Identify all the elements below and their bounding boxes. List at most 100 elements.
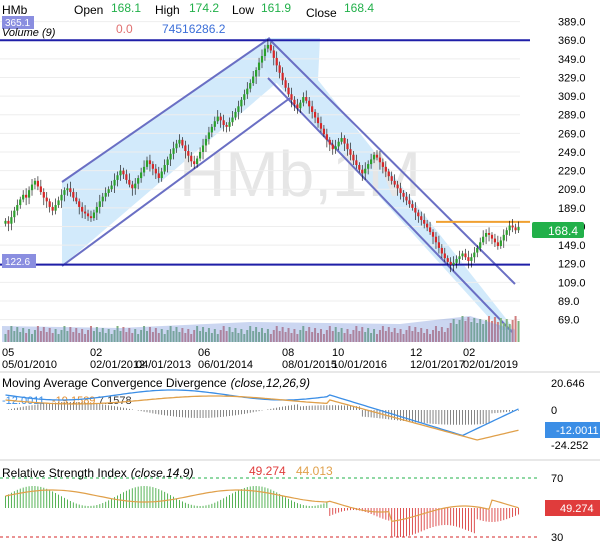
x-tick-bottom: 04/01/2013: [136, 359, 191, 371]
volume-bar: [78, 333, 81, 342]
candle-body: [272, 50, 275, 58]
candle-body: [125, 174, 128, 180]
falling-channel-lower: [267, 77, 513, 333]
falling-channel-upper: [267, 37, 516, 285]
candle-body: [190, 155, 193, 162]
candle-body: [113, 179, 116, 186]
x-tick-bottom: 12/01/2017: [410, 359, 465, 371]
candle-body: [346, 143, 349, 150]
volume-bar: [151, 332, 154, 342]
candle-body: [428, 227, 432, 233]
candle-body: [234, 111, 237, 118]
y-tick-label: 269.0: [558, 128, 586, 140]
macd-tick-top: 20.646: [551, 378, 585, 390]
volume-bar: [146, 331, 149, 342]
low-label: Low: [232, 3, 254, 17]
candle-body: [278, 65, 281, 73]
volume-area: [2, 316, 515, 342]
candle-body: [340, 138, 343, 142]
volume-bar: [175, 327, 178, 342]
volume-bar: [261, 328, 263, 342]
candle-body: [222, 120, 225, 125]
volume-bar: [169, 326, 172, 342]
volume-bar: [101, 328, 104, 342]
candle-body: [119, 170, 122, 176]
volume-bar: [57, 334, 60, 342]
volume-bar: [160, 329, 163, 342]
candle-body: [275, 57, 278, 66]
volume-bar: [181, 328, 184, 342]
volume-bar: [340, 328, 343, 342]
volume-bar: [511, 320, 514, 342]
y-tick-label: 69.0: [558, 315, 579, 327]
volume-bar: [157, 333, 160, 342]
macd-hist-value: 7.1578: [98, 395, 132, 407]
candle-body: [372, 154, 376, 160]
volume-bar: [137, 334, 140, 342]
volume-bar: [502, 323, 505, 342]
volume-bar: [402, 334, 405, 342]
volume-bar: [143, 326, 146, 342]
top-left-value: 365.1: [5, 18, 30, 29]
candle-body: [140, 172, 143, 179]
macd-tick-zero: 0: [551, 405, 557, 417]
y-tick-label: 129.0: [558, 259, 586, 271]
volume-bar: [485, 320, 488, 342]
candle-body: [193, 161, 196, 165]
candle-body: [81, 206, 84, 212]
volume-bar: [399, 329, 402, 342]
candle-body: [369, 159, 373, 165]
volume-bar: [437, 331, 440, 342]
volume-bar: [19, 332, 22, 342]
volume-bar: [45, 332, 48, 342]
price-flag-value: 168.4: [548, 224, 578, 238]
volume-bar: [287, 328, 290, 342]
candle-body: [145, 160, 149, 167]
volume-bar: [196, 326, 199, 342]
candle-body: [219, 116, 222, 121]
candle-body: [449, 261, 452, 265]
candle-body: [198, 151, 202, 159]
candle-body: [287, 87, 290, 95]
candle-body: [405, 196, 408, 201]
candle-body: [216, 116, 219, 122]
x-tick-bottom: 05/01/2010: [2, 359, 57, 371]
volume-bar: [51, 333, 54, 342]
volume-bar: [440, 327, 443, 342]
candle-body: [89, 216, 93, 219]
candle-body: [51, 206, 54, 211]
volume-bar: [134, 329, 137, 342]
candle-body: [408, 200, 411, 205]
volume-bar: [266, 329, 269, 342]
candle-body: [72, 192, 75, 198]
candle-body: [36, 180, 40, 187]
candle-body: [420, 216, 423, 220]
candle-body: [502, 234, 505, 241]
y-tick-label: 369.0: [558, 35, 586, 47]
candle-body: [508, 225, 511, 231]
candle-body: [252, 76, 255, 84]
candle-body: [325, 134, 328, 140]
candle-body: [281, 72, 284, 81]
volume-bar: [234, 328, 237, 342]
candle-body: [313, 111, 317, 118]
macd-flag: [545, 422, 600, 438]
volume-bar: [296, 334, 299, 342]
volume-bar: [378, 330, 381, 342]
candle-body: [25, 194, 28, 198]
volume-bar: [4, 334, 7, 342]
y-tick-label: 229.0: [558, 166, 586, 178]
volume-value-1: 0.0: [116, 22, 133, 36]
volume-bar: [429, 334, 432, 342]
x-tick-top: 10: [332, 347, 344, 359]
volume-bar: [381, 326, 384, 342]
volume-bar: [278, 331, 281, 342]
volume-bar: [423, 333, 426, 342]
candle-body: [505, 230, 508, 235]
volume-bar: [476, 323, 479, 342]
candle-body: [399, 188, 402, 193]
candle-body: [60, 194, 63, 201]
symbol-label: HMb: [2, 3, 28, 17]
volume-bar: [349, 334, 352, 342]
